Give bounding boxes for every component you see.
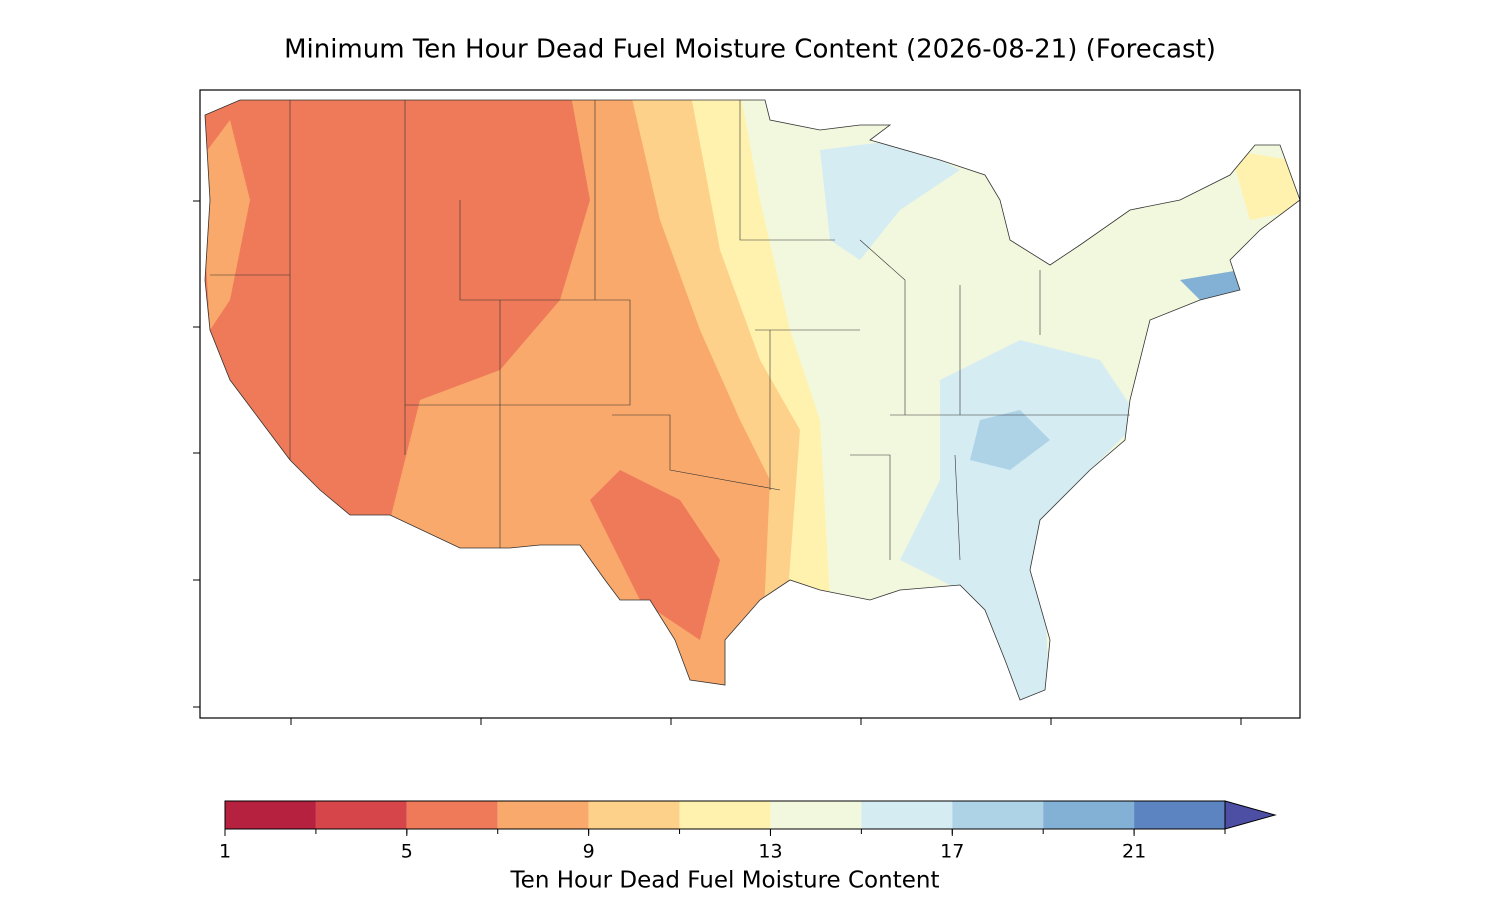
colorbar-tick-label: 5 xyxy=(401,841,413,863)
colorbar-segment xyxy=(861,801,953,829)
colorbar-label: Ten Hour Dead Fuel Moisture Content xyxy=(510,868,940,894)
colorbar-segment xyxy=(952,801,1044,829)
colorbar-tick-label: 1 xyxy=(219,841,231,863)
colorbar-segment xyxy=(225,801,316,829)
colorbar-segment xyxy=(406,801,498,829)
colorbar-segment xyxy=(588,801,680,829)
moisture-field xyxy=(205,100,1300,700)
map-frame xyxy=(199,89,1301,719)
frame-ticks xyxy=(193,200,1242,725)
colorbar-segment xyxy=(1043,801,1135,829)
colorbar-segment xyxy=(1134,801,1225,829)
colorbar-segment xyxy=(497,801,589,829)
colorbar-frame xyxy=(224,800,1226,830)
map-title: Minimum Ten Hour Dead Fuel Moisture Cont… xyxy=(284,35,1216,65)
state-borders xyxy=(210,100,1130,561)
colorbar-segment xyxy=(770,801,862,829)
colorbar-tick-label: 17 xyxy=(940,841,964,863)
colorbar-tick-label: 9 xyxy=(583,841,595,863)
us-outline xyxy=(204,99,1301,701)
colorbar-segment xyxy=(679,801,771,829)
colorbar-segment xyxy=(315,801,407,829)
colorbar-tick-label: 13 xyxy=(758,841,782,863)
colorbar-tick-label: 21 xyxy=(1122,841,1146,863)
colorbar: 1 5 9 13 17 21 xyxy=(219,800,1277,863)
colorbar-extension xyxy=(1224,800,1277,830)
